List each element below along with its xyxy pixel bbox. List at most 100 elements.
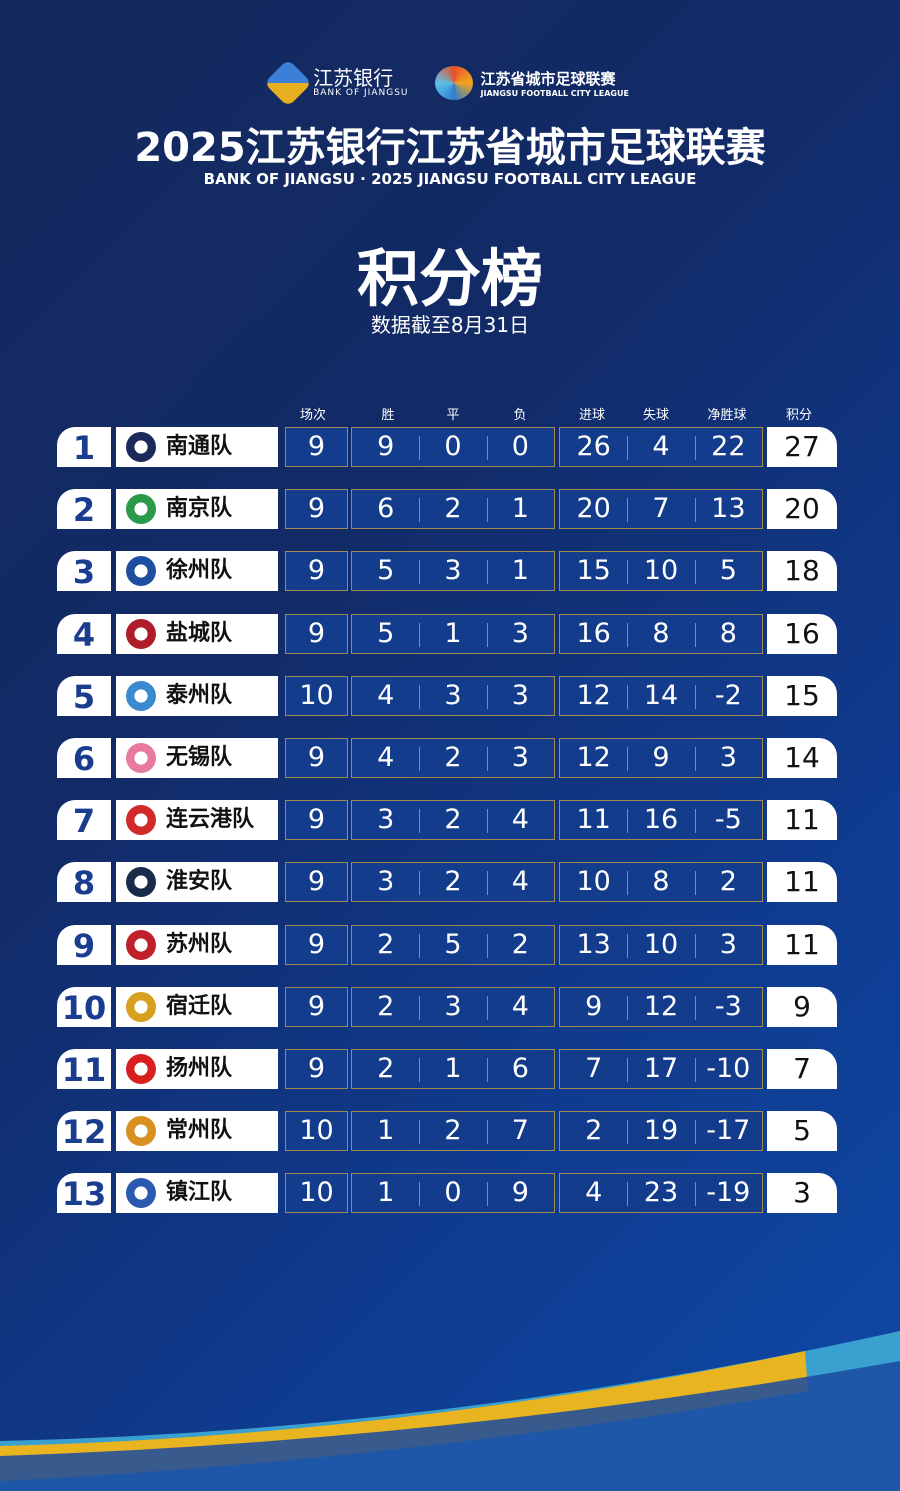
goals-against: 17 bbox=[627, 1050, 694, 1088]
wins: 5 bbox=[377, 555, 395, 587]
team-cell: 徐州队 bbox=[116, 551, 278, 592]
league-logo-icon bbox=[434, 66, 473, 100]
goals-for: 13 bbox=[576, 928, 611, 960]
wins: 2 bbox=[377, 1053, 395, 1084]
goal-difference: 22 bbox=[694, 428, 762, 466]
rank: 9 bbox=[57, 924, 111, 965]
team-badge-icon bbox=[126, 991, 156, 1022]
draws: 2 bbox=[419, 739, 486, 777]
played: 10 bbox=[299, 1177, 334, 1209]
data-date: 数据截至8月31日 bbox=[370, 313, 530, 337]
draws: 2 bbox=[419, 490, 486, 528]
draws: 1 bbox=[419, 1050, 486, 1088]
goals-box: 26 4 22 bbox=[559, 427, 763, 467]
goals-for: 9 bbox=[585, 990, 603, 1022]
losses: 4 bbox=[486, 801, 554, 839]
wins: 1 bbox=[377, 1177, 395, 1209]
team-name: 连云港队 bbox=[166, 807, 255, 833]
column-header: 胜 bbox=[381, 408, 395, 423]
column-header: 进球 bbox=[578, 408, 606, 423]
played-box: 9 bbox=[285, 551, 348, 592]
team-name: 南通队 bbox=[166, 434, 233, 459]
played-box: 9 bbox=[285, 862, 348, 903]
goals-box: 13 10 3 bbox=[559, 924, 763, 965]
goals-against: 19 bbox=[627, 1112, 694, 1150]
wins: 2 bbox=[377, 928, 395, 960]
team-name: 苏州队 bbox=[166, 931, 233, 957]
goals-against: 9 bbox=[627, 739, 694, 777]
played: 9 bbox=[307, 804, 326, 836]
played-box: 9 bbox=[285, 1049, 348, 1089]
wins: 4 bbox=[377, 679, 395, 711]
goals-for: 12 bbox=[576, 679, 611, 711]
goals-box: 2 19 -17 bbox=[559, 1111, 763, 1152]
played-box: 9 bbox=[285, 924, 348, 965]
goal-difference: -3 bbox=[694, 988, 762, 1026]
points: 11 bbox=[767, 800, 837, 841]
goal-difference: 8 bbox=[694, 615, 762, 653]
column-header: 场次 bbox=[299, 408, 327, 423]
goals-box: 16 8 8 bbox=[559, 613, 763, 654]
goal-difference: -5 bbox=[694, 801, 762, 839]
goals-against: 23 bbox=[627, 1174, 694, 1212]
goals-against: 16 bbox=[627, 801, 694, 839]
draws: 2 bbox=[419, 801, 486, 839]
goals-for: 26 bbox=[576, 431, 611, 462]
team-name: 淮安队 bbox=[166, 869, 233, 895]
team-badge-icon bbox=[126, 929, 156, 960]
team-name: 常州队 bbox=[166, 1118, 233, 1144]
losses: 3 bbox=[486, 615, 554, 653]
played-box: 10 bbox=[285, 675, 348, 716]
draws: 3 bbox=[419, 988, 486, 1026]
rank: 7 bbox=[57, 800, 111, 841]
goals-for: 12 bbox=[576, 742, 611, 773]
goals-against: 8 bbox=[627, 615, 694, 653]
goals-against: 4 bbox=[627, 428, 694, 466]
goals-box: 12 14 -2 bbox=[559, 675, 763, 716]
goal-difference: -2 bbox=[694, 677, 762, 715]
team-name: 盐城队 bbox=[166, 620, 233, 646]
goal-difference: 3 bbox=[694, 926, 762, 964]
goals-for: 11 bbox=[576, 804, 611, 836]
rank: 5 bbox=[57, 675, 111, 716]
played-box: 9 bbox=[285, 489, 348, 530]
played: 10 bbox=[299, 679, 334, 711]
goals-for: 7 bbox=[585, 1053, 603, 1084]
rank: 3 bbox=[57, 551, 111, 592]
bank-name-cn: 江苏银行 bbox=[313, 66, 394, 90]
played: 9 bbox=[307, 990, 326, 1022]
goals-box: 12 9 3 bbox=[559, 738, 763, 778]
sponsor-logos: 江苏银行 BANK OF JIANGSU 江苏省城市足球联赛 JIANGSU FOO… bbox=[0, 58, 900, 108]
goals-against: 10 bbox=[627, 552, 694, 590]
points: 7 bbox=[767, 1049, 837, 1089]
draws: 0 bbox=[419, 428, 486, 466]
losses: 3 bbox=[486, 739, 554, 777]
losses: 6 bbox=[486, 1050, 554, 1088]
points: 14 bbox=[767, 738, 837, 778]
team-badge-icon bbox=[126, 432, 156, 462]
bank-name-en: BANK OF JIANGSU bbox=[313, 88, 409, 98]
column-header: 净胜球 bbox=[707, 408, 747, 423]
goal-difference: 13 bbox=[694, 490, 762, 528]
losses: 1 bbox=[486, 552, 554, 590]
goals-against: 14 bbox=[627, 677, 694, 715]
draws: 3 bbox=[419, 677, 486, 715]
played: 9 bbox=[307, 431, 326, 462]
